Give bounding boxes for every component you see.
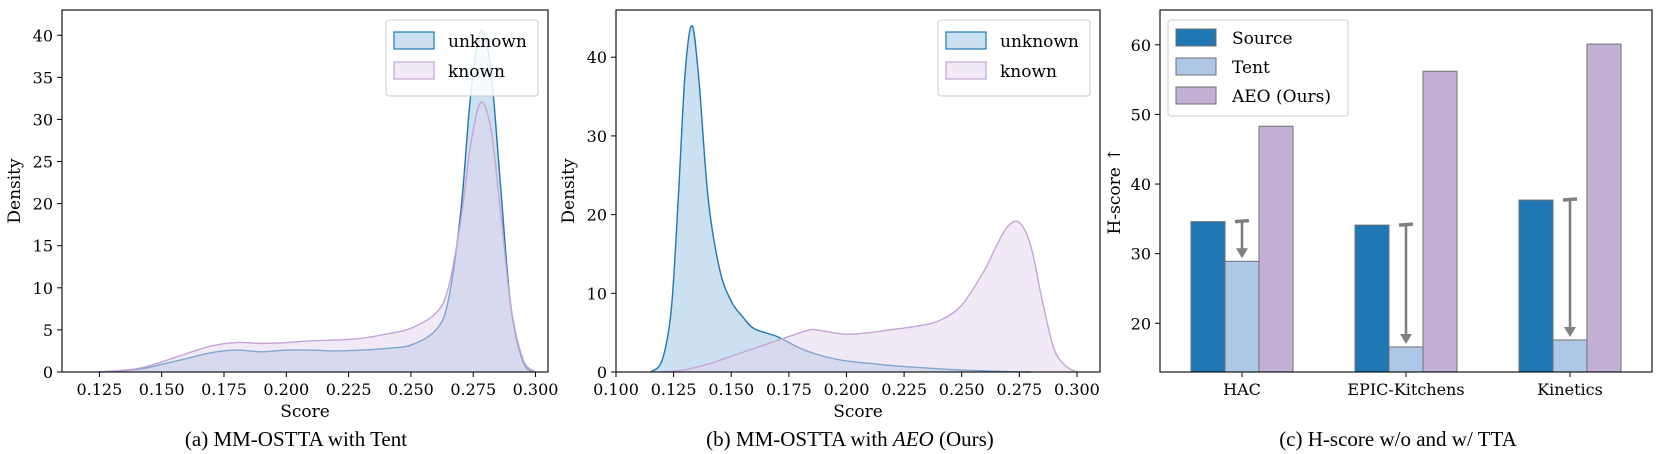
- a-xtick-label: 0.150: [139, 380, 185, 399]
- caption-b-suffix: (Ours): [934, 427, 994, 451]
- b-xlabel: Score: [833, 402, 883, 422]
- b-xtick-label: 0.250: [939, 380, 985, 399]
- a-ytick-label: 40: [33, 26, 53, 45]
- c-bar-source-1: [1354, 224, 1390, 373]
- a-legend-swatch-known: [393, 61, 435, 80]
- c-bar-tent-1: [1388, 346, 1424, 373]
- b-legend-swatch-known: [945, 61, 987, 80]
- c-xtick-label: HAC: [1223, 380, 1261, 399]
- c-legend-swatch-0: [1175, 28, 1217, 47]
- b-xtick-label: 0.150: [708, 380, 754, 399]
- b-series-unknown-area: [650, 25, 1031, 373]
- c-arrow-head-0: [1236, 248, 1248, 259]
- c-bar-aeo-ours--0: [1258, 125, 1294, 373]
- c-ytick-label: 50: [1131, 105, 1151, 124]
- a-xtick-label: 0.125: [76, 380, 122, 399]
- b-ytick-label: 10: [587, 284, 607, 303]
- c-arrow-head-2: [1564, 326, 1576, 337]
- c-bar-source-2: [1518, 199, 1554, 373]
- a-ytick-label: 15: [33, 237, 53, 256]
- b-legend-label-unknown: unknown: [1000, 32, 1079, 52]
- a-ytick-label: 10: [33, 279, 53, 298]
- b-xtick-label: 0.175: [766, 380, 812, 399]
- b-legend-swatch-unknown: [945, 31, 987, 50]
- b-ytick-label: 30: [587, 127, 607, 146]
- a-ytick-label: 35: [33, 68, 53, 87]
- c-legend-label-0: Source: [1232, 29, 1293, 49]
- a-xtick-label: 0.175: [201, 380, 247, 399]
- panel-a-density-tent: 0.125 0.150 0.175 0.200 0.225 0.250 0.275 0.300…: [5, 9, 559, 422]
- b-xtick-label: 0.100: [593, 380, 639, 399]
- caption-b-italic: AEO: [891, 427, 934, 451]
- c-bar-source-0: [1190, 221, 1226, 373]
- c-legend-swatch-1: [1175, 57, 1217, 76]
- c-legend-label-2: AEO (Ours): [1231, 87, 1331, 107]
- a-axes-frame: [61, 9, 549, 373]
- b-series-known-line: [662, 220, 1078, 373]
- c-xtick-label: Kinetics: [1537, 380, 1603, 399]
- b-legend-label-known: known: [1000, 62, 1057, 82]
- b-series-known-area: [662, 221, 1077, 372]
- a-series-known-area: [99, 102, 536, 372]
- c-arrow-cap-0: [1234, 218, 1250, 224]
- a-ylabel: Density: [5, 158, 25, 224]
- panel-b-density-aeo: 0.100 0.125 0.150 0.175 0.200 0.225 0.250 0.275…: [559, 9, 1101, 422]
- b-ytick-label: 20: [587, 206, 607, 225]
- b-xtick-label: 0.300: [1054, 380, 1100, 399]
- a-ytick-label: 30: [33, 110, 53, 129]
- a-xtick-label: 0.200: [263, 380, 309, 399]
- b-xtick-label: 0.225: [881, 380, 927, 399]
- a-xtick-label: 0.250: [388, 380, 434, 399]
- c-ytick-label: 20: [1131, 314, 1151, 333]
- a-ytick-label: 25: [33, 153, 53, 172]
- c-ytick-label: 30: [1131, 245, 1151, 264]
- c-arrow-cap-1: [1398, 222, 1414, 227]
- c-arrow-head-1: [1400, 333, 1412, 344]
- b-ylabel: Density: [559, 158, 579, 224]
- c-axes-frame: [1159, 9, 1653, 373]
- c-ytick-label: 40: [1131, 175, 1151, 194]
- caption-b-prefix: (b) MM-OSTTA with: [706, 427, 893, 451]
- c-legend-swatch-2: [1175, 86, 1217, 105]
- a-ytick-label: 0: [43, 363, 53, 382]
- a-xtick-label: 0.225: [326, 380, 372, 399]
- c-xtick-label: EPIC-Kitchens: [1347, 380, 1464, 399]
- a-xtick-label: 0.300: [513, 380, 559, 399]
- c-legend-label-1: Tent: [1232, 58, 1270, 78]
- c-arrow-cap-2: [1562, 197, 1578, 202]
- caption-a: (a) MM-OSTTA with Tent: [185, 427, 407, 451]
- c-bar-aeo-ours--2: [1586, 43, 1622, 373]
- a-legend-swatch-unknown: [393, 31, 435, 50]
- c-ytick-label: 60: [1131, 36, 1151, 55]
- caption-b: (b) MM-OSTTA with AEO (Ours): [706, 427, 994, 451]
- b-ytick-label: 0: [597, 363, 607, 382]
- a-series-known-line: [99, 101, 537, 373]
- c-bar-tent-0: [1224, 260, 1260, 373]
- c-ylabel: H-score ↑: [1105, 148, 1125, 235]
- b-xtick-label: 0.200: [824, 380, 870, 399]
- b-axes-frame: [615, 9, 1101, 373]
- c-bar-tent-2: [1552, 339, 1588, 373]
- a-legend-label-unknown: unknown: [448, 32, 527, 52]
- a-xlabel: Score: [280, 402, 330, 422]
- panel-c-hscore-bars: 20 30 40 50 60 HAC EPIC-Kitchens Kinetics H-scor…: [1105, 9, 1653, 399]
- b-ytick-label: 40: [587, 48, 607, 67]
- b-xtick-label: 0.275: [996, 380, 1042, 399]
- b-xtick-label: 0.125: [651, 380, 697, 399]
- caption-c: (c) H-score w/o and w/ TTA: [1279, 427, 1517, 451]
- a-ytick-label: 20: [33, 195, 53, 214]
- a-xtick-label: 0.275: [450, 380, 496, 399]
- a-ytick-label: 5: [43, 321, 53, 340]
- c-bar-aeo-ours--1: [1422, 70, 1458, 373]
- a-legend-label-known: known: [448, 62, 505, 82]
